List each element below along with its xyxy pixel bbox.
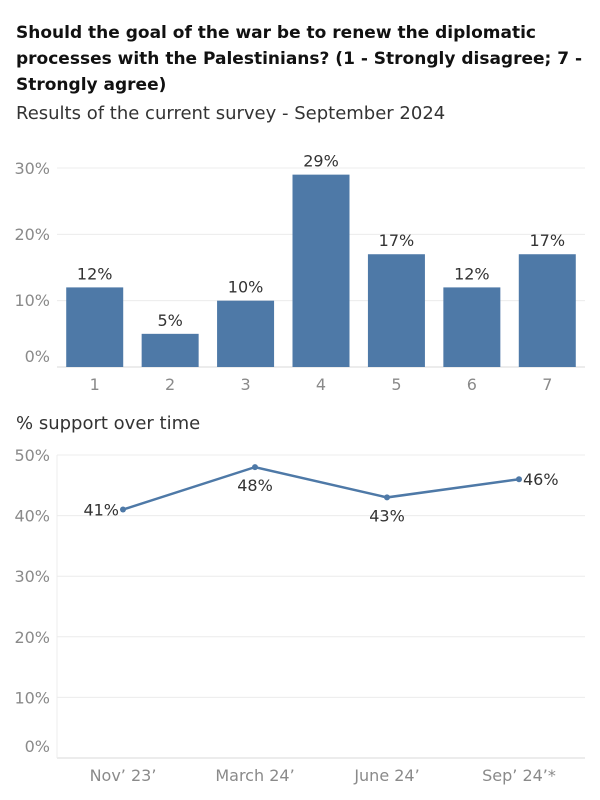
bar-y-tick-label: 20% (14, 225, 50, 244)
bar-value-label: 17% (530, 231, 566, 250)
line-value-label: 48% (237, 476, 273, 495)
bar-x-tick-label: 4 (316, 375, 326, 394)
line-x-tick-label: Nov’ 23’ (90, 766, 157, 785)
line-y-tick-label: 50% (14, 446, 50, 465)
bar-value-label: 10% (228, 278, 264, 297)
line-y-tick-label: 10% (14, 688, 50, 707)
line-chart: 0% 10% 20% 30% 40% 50% 41% Nov’ 23’ 48% March 24’… (14, 446, 585, 785)
bar-value-label: 29% (303, 152, 339, 171)
line-x-tick-label: March 24’ (215, 766, 294, 785)
bar-x-tick-label: 2 (165, 375, 175, 394)
bar-chart: 0% 10% 20% 30% 12% 1 5% 2 10% 3 29% 4 17% 5 12% 6 17% 7 (14, 152, 585, 394)
line-y-tick-label: 20% (14, 628, 50, 647)
chart-subtitle: Results of the current survey - Septembe… (16, 103, 446, 124)
bar-y-tick-label: 30% (14, 159, 50, 178)
chart-title: Should the goal of the war be to renew t… (16, 23, 583, 95)
line-x-tick-label: Sep’ 24’* (482, 766, 556, 785)
bar-x-tick-label: 3 (240, 375, 250, 394)
line-value-label: 41% (83, 501, 119, 520)
bar-x-tick-label: 6 (467, 375, 477, 394)
bar-y-tick-label: 10% (14, 291, 50, 310)
bar (141, 333, 199, 367)
line-point (120, 506, 126, 513)
bar (217, 300, 275, 367)
trend-section-label: % support over time (16, 413, 201, 434)
line-value-label: 46% (523, 470, 559, 489)
line-value-label: 43% (369, 506, 405, 525)
line-y-tick-label: 30% (14, 567, 50, 586)
bar (367, 254, 425, 367)
line-y-tick-label: 0% (25, 737, 50, 756)
bar-x-tick-label: 7 (542, 375, 552, 394)
bar (443, 287, 501, 367)
line-point (516, 476, 522, 483)
line-point (252, 464, 258, 471)
bar (518, 254, 576, 367)
bar-value-label: 5% (157, 311, 182, 330)
line-point (384, 494, 390, 501)
bar-x-tick-label: 1 (90, 375, 100, 394)
line-x-tick-label: June 24’ (353, 766, 419, 785)
line-series (122, 465, 520, 511)
bar-y-tick-label: 0% (25, 347, 50, 366)
bar-x-tick-label: 5 (391, 375, 401, 394)
bar (292, 174, 350, 367)
bar (66, 287, 124, 367)
bar-value-label: 17% (379, 231, 415, 250)
line-y-tick-label: 40% (14, 507, 50, 526)
bar-value-label: 12% (77, 264, 113, 283)
bar-value-label: 12% (454, 264, 490, 283)
